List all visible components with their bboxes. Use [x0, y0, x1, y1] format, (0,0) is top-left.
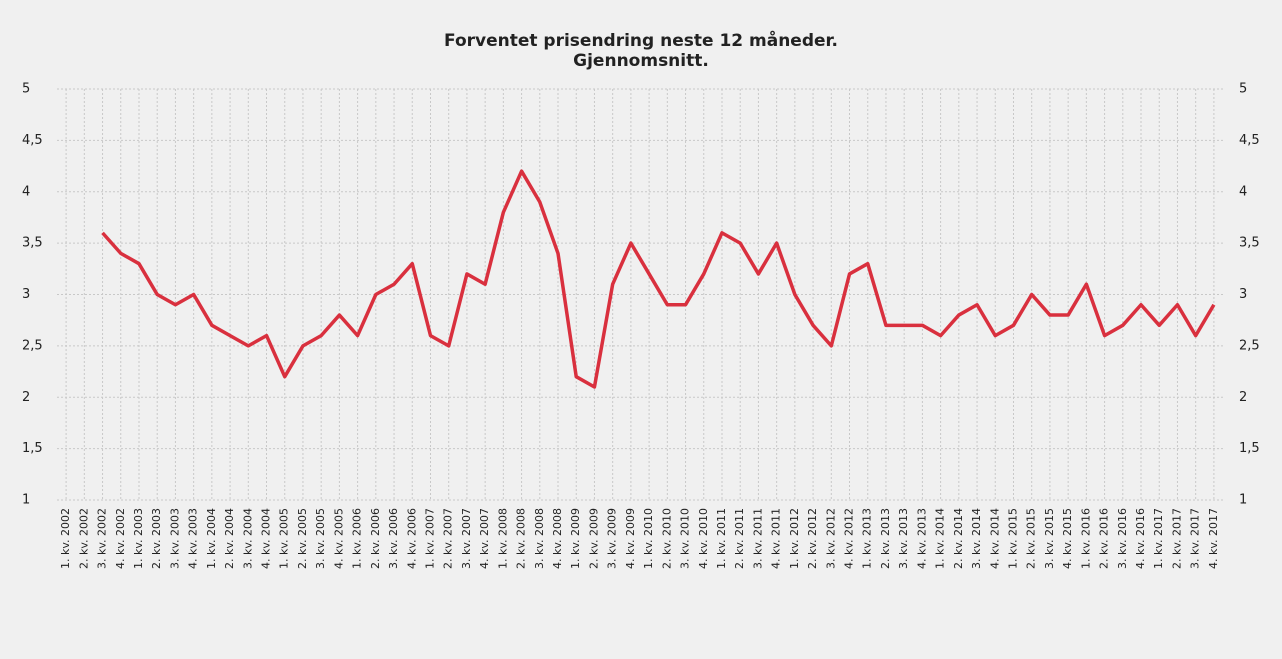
- x-tick-label: 1. kv. 2007: [423, 508, 436, 569]
- x-tick-label: 4. kv. 2008: [551, 508, 564, 569]
- x-tick-label: 1. kv. 2004: [205, 508, 218, 569]
- x-tick-label: 3. kv. 2017: [1189, 508, 1202, 569]
- x-tick-label: 3. kv. 2005: [314, 508, 327, 569]
- chart-subtitle: Gjennomsnitt.: [573, 51, 709, 71]
- x-tick-label: 3. kv. 2016: [1116, 508, 1129, 569]
- x-tick-label: 2. kv. 2004: [223, 508, 236, 569]
- x-tick-label: 3. kv. 2013: [897, 508, 910, 569]
- x-tick-label: 2. kv. 2014: [952, 508, 965, 569]
- y-tick-label: 5: [22, 82, 30, 97]
- y-tick-label: 2,5: [22, 338, 43, 353]
- y2-tick-label: 5: [1239, 82, 1247, 97]
- y-tick-label: 2: [22, 390, 30, 405]
- x-tick-label: 3. kv. 2011: [751, 508, 764, 569]
- x-tick-label: 3. kv. 2009: [606, 508, 619, 569]
- x-tick-label: 2. kv. 2017: [1170, 508, 1183, 569]
- x-tick-label: 1. kv. 2016: [1079, 508, 1092, 569]
- y2-tick-label: 4,5: [1239, 133, 1260, 148]
- x-tick-label: 4. kv. 2016: [1134, 508, 1147, 569]
- x-tick-label: 1. kv. 2012: [788, 508, 801, 569]
- x-tick-label: 3. kv. 2006: [387, 508, 400, 569]
- x-tick-label: 3. kv. 2002: [96, 508, 109, 569]
- y2-tick-label: 3: [1239, 287, 1247, 302]
- x-tick-label: 2. kv. 2016: [1098, 508, 1111, 569]
- x-tick-label: 3. kv. 2012: [824, 508, 837, 569]
- x-tick-label: 4. kv. 2003: [187, 508, 200, 569]
- x-tick-label: 2. kv. 2002: [77, 508, 90, 569]
- y-tick-label: 4: [22, 184, 30, 199]
- x-tick-label: 1. kv. 2014: [934, 508, 947, 569]
- y-tick-label: 3: [22, 287, 30, 302]
- x-tick-label: 4. kv. 2009: [624, 508, 637, 569]
- x-tick-label: 1. kv. 2005: [278, 508, 291, 569]
- x-tick-label: 2. kv. 2003: [150, 508, 163, 569]
- x-tick-label: 1. kv. 2008: [496, 508, 509, 569]
- y2-tick-label: 1: [1239, 493, 1247, 508]
- x-tick-label: 2. kv. 2012: [806, 508, 819, 569]
- x-tick-label: 2. kv. 2005: [296, 508, 309, 569]
- x-tick-label: 4. kv. 2010: [697, 508, 710, 569]
- y-tick-label: 3,5: [22, 236, 43, 251]
- x-tick-label: 2. kv. 2009: [587, 508, 600, 569]
- x-tick-label: 2. kv. 2006: [369, 508, 382, 569]
- y2-tick-label: 1,5: [1239, 441, 1260, 456]
- x-tick-label: 4. kv. 2015: [1061, 508, 1074, 569]
- x-tick-label: 4. kv. 2013: [915, 508, 928, 569]
- x-tick-label: 4. kv. 2006: [405, 508, 418, 569]
- y-tick-label: 1,5: [22, 441, 43, 456]
- x-tick-label: 3. kv. 2014: [970, 508, 983, 569]
- x-tick-label: 4. kv. 2005: [332, 508, 345, 569]
- x-tick-label: 2. kv. 2008: [515, 508, 528, 569]
- x-tick-label: 4. kv. 2007: [478, 508, 491, 569]
- x-tick-label: 3. kv. 2004: [241, 508, 254, 569]
- x-tick-label: 1. kv. 2017: [1152, 508, 1165, 569]
- x-tick-label: 1. kv. 2002: [59, 508, 72, 569]
- x-tick-label: 1. kv. 2006: [351, 508, 364, 569]
- x-tick-label: 3. kv. 2003: [168, 508, 181, 569]
- x-tick-label: 4. kv. 2017: [1207, 508, 1220, 569]
- x-tick-label: 3. kv. 2008: [533, 508, 546, 569]
- x-tick-label: 1. kv. 2011: [715, 508, 728, 569]
- x-tick-label: 4. kv. 2004: [260, 508, 273, 569]
- x-tick-label: 1. kv. 2009: [569, 508, 582, 569]
- x-tick-label: 3. kv. 2015: [1043, 508, 1056, 569]
- x-tick-label: 2. kv. 2010: [660, 508, 673, 569]
- y2-tick-label: 2,5: [1239, 338, 1260, 353]
- x-tick-label: 1. kv. 2015: [1006, 508, 1019, 569]
- x-tick-label: 4. kv. 2014: [988, 508, 1001, 569]
- x-tick-label: 4. kv. 2012: [843, 508, 856, 569]
- y2-tick-label: 4: [1239, 184, 1247, 199]
- y2-tick-label: 2: [1239, 390, 1247, 405]
- line-series: [101, 169, 1216, 389]
- x-tick-label: 2. kv. 2011: [733, 508, 746, 569]
- x-tick-label: 1. kv. 2003: [132, 508, 145, 569]
- y-tick-label: 1: [22, 493, 30, 508]
- x-tick-label: 1. kv. 2013: [861, 508, 874, 569]
- x-tick-label: 4. kv. 2011: [770, 508, 783, 569]
- x-tick-label: 4. kv. 2002: [114, 508, 127, 569]
- x-tick-label: 3. kv. 2007: [460, 508, 473, 569]
- x-tick-label: 2. kv. 2015: [1025, 508, 1038, 569]
- x-tick-label: 3. kv. 2010: [679, 508, 692, 569]
- x-tick-label: 1. kv. 2010: [642, 508, 655, 569]
- x-tick-label: 2. kv. 2013: [879, 508, 892, 569]
- x-tick-label: 2. kv. 2007: [442, 508, 455, 569]
- y2-tick-label: 3,5: [1239, 236, 1260, 251]
- y-tick-label: 4,5: [22, 133, 43, 148]
- chart-title: Forventet prisendring neste 12 måneder.: [444, 29, 838, 51]
